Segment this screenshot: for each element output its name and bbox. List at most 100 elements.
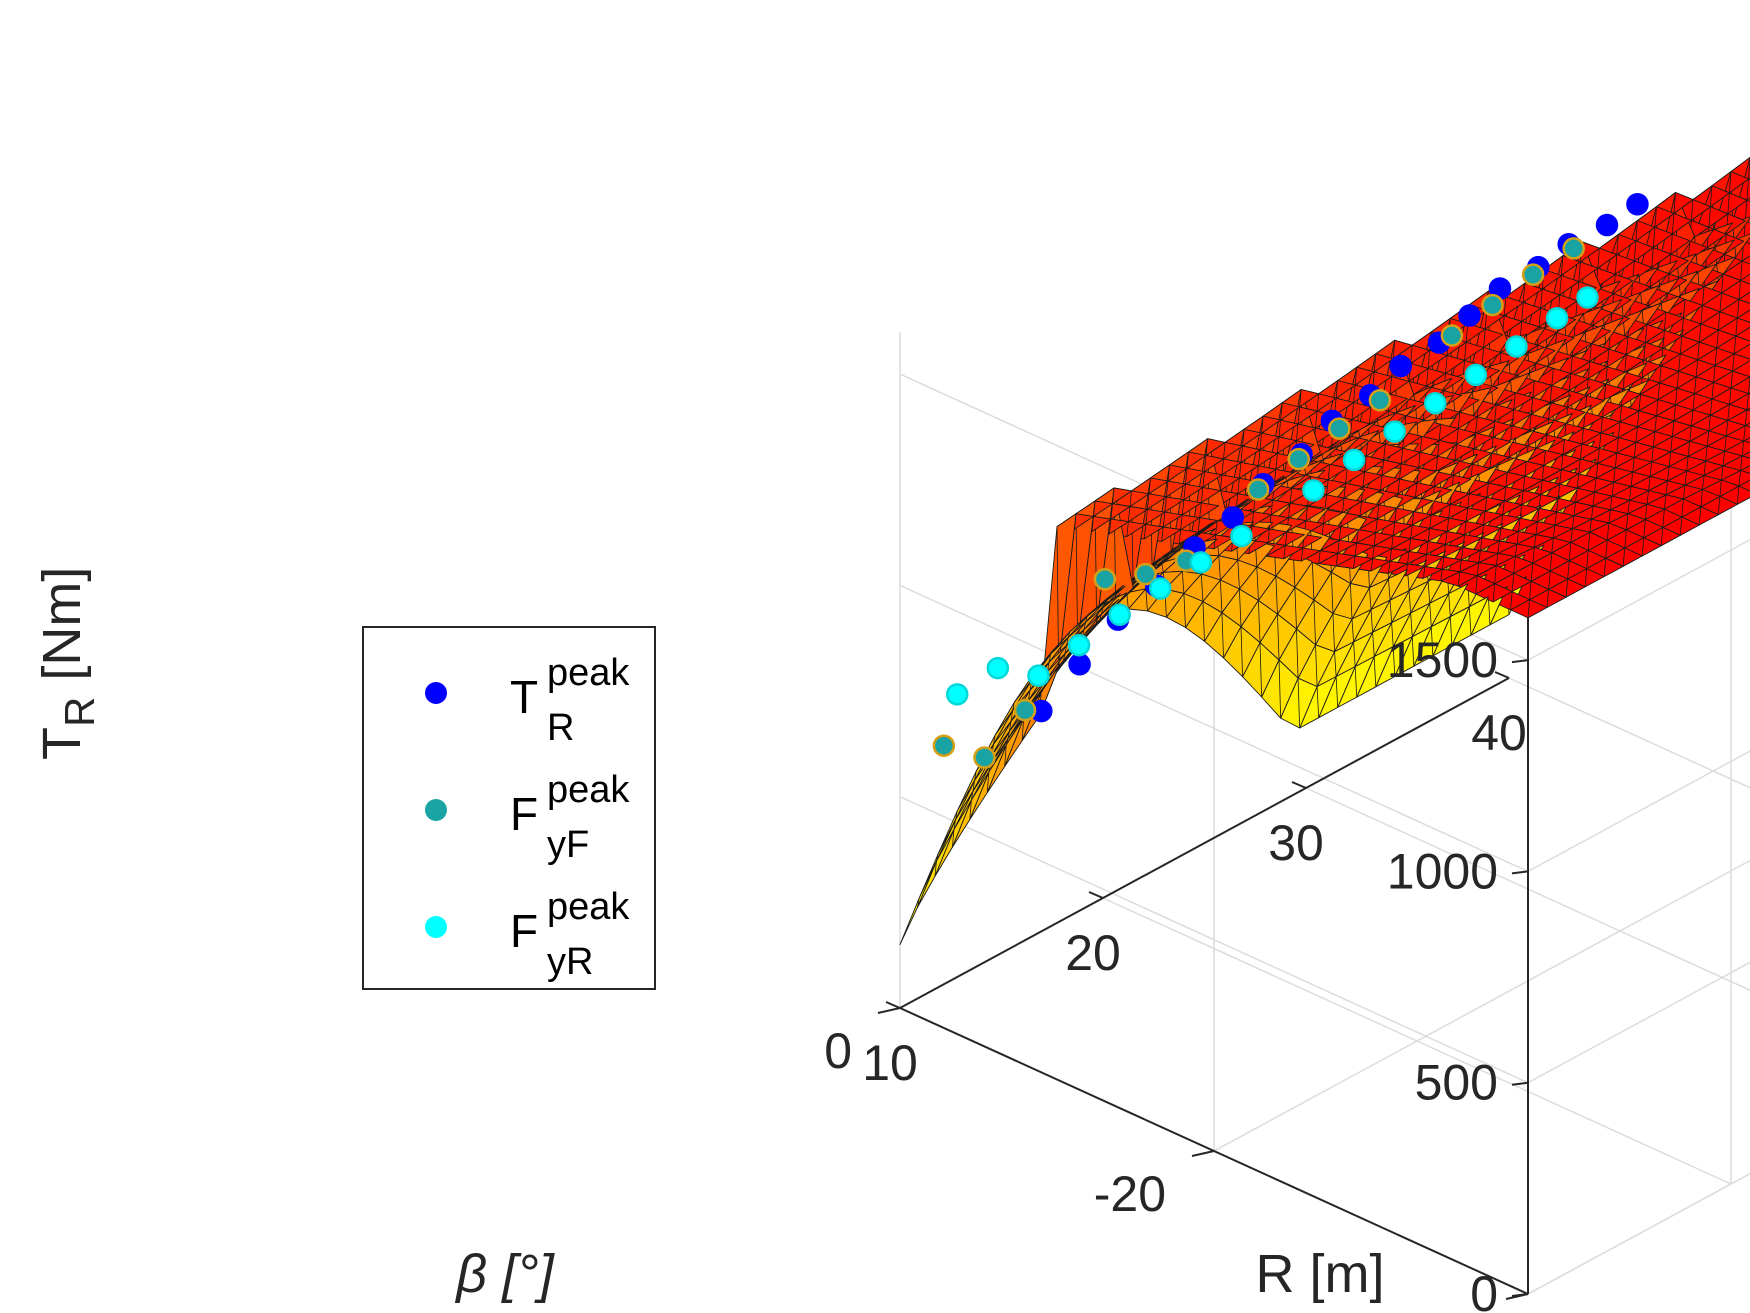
x-gridline bbox=[1305, 787, 1750, 992]
surface-diagonal bbox=[1316, 393, 1320, 412]
surface-diagonal bbox=[1418, 452, 1421, 468]
surface-diagonal bbox=[1667, 466, 1670, 481]
surface-diagonal bbox=[1338, 526, 1342, 541]
surface-diagonal bbox=[1297, 678, 1301, 729]
marker-fyrpeak bbox=[986, 656, 1010, 680]
surface-diagonal bbox=[1391, 535, 1394, 549]
svg-text:T peak R: T peak R bbox=[510, 652, 634, 749]
marker-fyrpeak bbox=[1230, 524, 1253, 548]
surface-diagonal bbox=[1641, 537, 1645, 556]
surface-diagonal bbox=[1289, 488, 1293, 504]
surface-diagonal bbox=[1465, 507, 1469, 522]
surface-diagonal bbox=[951, 829, 955, 848]
surface-diagonal bbox=[1549, 385, 1553, 403]
surface-diagonal bbox=[1514, 544, 1518, 557]
surface-diagonal bbox=[1369, 406, 1372, 424]
surface-diagonal bbox=[1373, 656, 1377, 687]
surface-diagonal bbox=[1633, 442, 1637, 458]
surface-diagonal bbox=[1277, 614, 1280, 661]
surface-diagonal bbox=[1675, 388, 1678, 405]
surface-diagonal bbox=[1603, 383, 1607, 401]
surface-diagonal bbox=[1603, 558, 1607, 577]
surface-diagonal bbox=[1708, 206, 1711, 228]
marker-fyrpeak bbox=[1302, 479, 1325, 502]
surface-diagonal bbox=[1733, 336, 1737, 354]
surface-diagonal bbox=[1345, 467, 1348, 484]
surface-diagonal bbox=[1411, 636, 1415, 667]
surface-diagonal bbox=[1586, 550, 1589, 569]
surface-diagonal bbox=[1370, 558, 1373, 572]
surface-diagonal bbox=[1703, 461, 1707, 476]
surface-diagonal bbox=[1200, 573, 1204, 602]
surface-diagonal bbox=[1199, 502, 1202, 518]
surface-diagonal bbox=[1129, 490, 1132, 507]
surface-diagonal bbox=[1256, 566, 1259, 601]
z-axis-label-unit: [Nm] bbox=[32, 567, 92, 681]
marker-fyrpeak bbox=[1545, 306, 1569, 330]
x-tick bbox=[1291, 781, 1307, 789]
x-tick bbox=[1494, 671, 1510, 679]
surface-diagonal bbox=[1397, 478, 1400, 494]
surface-diagonal bbox=[1573, 502, 1576, 516]
surface-diagonal bbox=[1429, 514, 1432, 529]
surface-diagonal bbox=[1388, 561, 1391, 574]
surface-diagonal bbox=[917, 898, 920, 908]
surface-diagonal bbox=[1275, 576, 1278, 615]
y-tick bbox=[1191, 1150, 1215, 1157]
marker-fyrpeak bbox=[1576, 286, 1599, 309]
marker-fyrpeak bbox=[1383, 420, 1406, 443]
surface-diagonal bbox=[1708, 415, 1711, 431]
surface-diagonal bbox=[1700, 489, 1703, 507]
surface-diagonal bbox=[1315, 411, 1318, 429]
surface-diagonal bbox=[1614, 452, 1618, 468]
surface-diagonal bbox=[1698, 506, 1702, 526]
z-axis-label-sub: R bbox=[56, 697, 103, 727]
surface-diagonal bbox=[1630, 472, 1634, 487]
surface-diagonal bbox=[1705, 446, 1708, 462]
surface-diagonal bbox=[1554, 511, 1557, 526]
surface-diagonal bbox=[1440, 569, 1443, 581]
surface-diagonal bbox=[1457, 571, 1461, 587]
surface-diagonal bbox=[1687, 441, 1691, 457]
surface-diagonal bbox=[1427, 528, 1431, 542]
surface-diagonal bbox=[1597, 248, 1600, 269]
surface-diagonal bbox=[1334, 651, 1337, 677]
surface-diagonal bbox=[974, 771, 977, 781]
surface-diagonal bbox=[1652, 431, 1656, 448]
surface-diagonal bbox=[1584, 568, 1588, 587]
surface-diagonal bbox=[1237, 559, 1240, 590]
surface-diagonal bbox=[1085, 616, 1088, 623]
surface-diagonal bbox=[1429, 603, 1432, 627]
marker-trpeak bbox=[1626, 193, 1649, 216]
surface-diagonal bbox=[1269, 514, 1272, 530]
surface-diagonal bbox=[1624, 529, 1627, 549]
y-tick-label: -40 bbox=[1408, 1309, 1480, 1313]
surface-diagonal bbox=[1476, 562, 1480, 576]
surface-diagonal bbox=[1494, 404, 1497, 422]
surface-diagonal bbox=[1681, 498, 1684, 518]
surface-diagonal bbox=[1559, 469, 1562, 485]
surface-diagonal bbox=[1185, 468, 1188, 485]
surface-diagonal bbox=[1725, 420, 1729, 436]
x-tick-label: 10 bbox=[862, 1035, 918, 1091]
surface-diagonal bbox=[1568, 542, 1572, 561]
surface-diagonal bbox=[1521, 490, 1524, 505]
surface-diagonal bbox=[1510, 591, 1513, 610]
surface-diagonal bbox=[1108, 519, 1112, 535]
surface-diagonal bbox=[1294, 587, 1297, 630]
surface-diagonal bbox=[1665, 480, 1668, 495]
marker-trpeak bbox=[1458, 304, 1481, 327]
surface-diagonal bbox=[1164, 496, 1167, 513]
surface-diagonal bbox=[1204, 455, 1207, 472]
surface-diagonal bbox=[1592, 492, 1596, 507]
surface-diagonal bbox=[1335, 553, 1339, 567]
axis-layer: 10 20 30 40 -40 -20 0 0 500 1000 1500 bbox=[824, 617, 1529, 1313]
surface-diagonal bbox=[1318, 550, 1321, 564]
svg-text:TR[Nm]: TR [Nm] bbox=[32, 567, 103, 760]
marker-fyrpeak bbox=[1505, 335, 1528, 358]
surface-diagonal bbox=[1698, 323, 1702, 343]
surface-diagonal bbox=[1411, 511, 1415, 526]
surface-diagonal bbox=[1586, 378, 1589, 396]
surface-diagonal bbox=[1660, 527, 1664, 546]
surface-diagonal bbox=[1021, 718, 1025, 741]
